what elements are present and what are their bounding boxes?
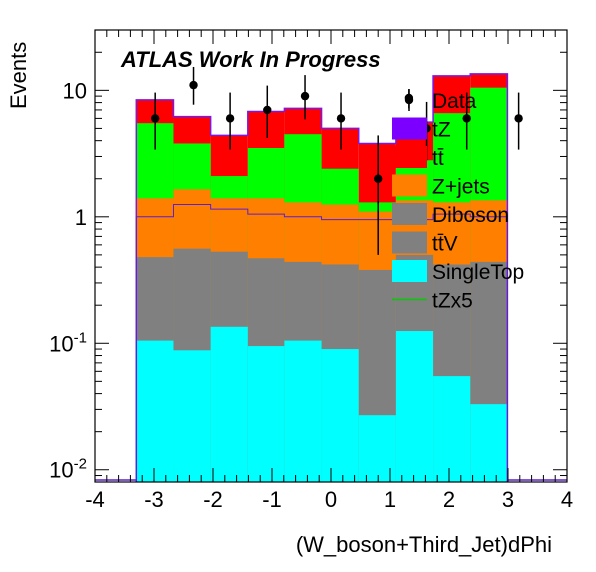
legend-label-z-jets: Z+jets [432, 176, 490, 199]
data-point-6 [374, 174, 383, 183]
legend-marker-data [404, 95, 414, 105]
atlas-label: ATLAS Work In Progress [120, 47, 381, 72]
x-axis-ticks: -4 -3 -2 -1 0 1 2 3 4 [85, 30, 573, 512]
x-tick-label: 0 [325, 487, 337, 512]
data-point-2 [225, 114, 235, 123]
plot-area [95, 66, 567, 483]
bar-singletop-3 [247, 346, 285, 482]
data-point-10 [514, 114, 523, 123]
data-point-4 [300, 91, 310, 101]
legend: Data tZ tt̄ Z+jets Diboson tt̄V SingleTop tZx5 [392, 89, 524, 313]
x-tick-label: -1 [262, 487, 282, 512]
x-tick-label: 4 [561, 487, 573, 512]
y-axis-title: Events [6, 42, 31, 109]
bar-singletop-7 [395, 331, 434, 482]
legend-swatch-diboson [392, 203, 427, 225]
bar-singletop-5 [321, 349, 359, 482]
signal-line [135, 73, 509, 482]
y-axis-ticks: 10-2 10-1 1 10 [49, 29, 567, 483]
legend-label-diboson: Diboson [432, 204, 509, 227]
y-tick-label: 10 [63, 78, 87, 103]
x-tick-label: 2 [443, 487, 455, 512]
legend-swatch-z-jets [392, 174, 427, 197]
y-tick-label: 10-1 [49, 329, 87, 356]
y-tick-label: 1 [75, 205, 87, 230]
legend-swatch-tt- [392, 146, 427, 168]
x-tick-label: -3 [144, 487, 164, 512]
ttv-line [135, 204, 508, 482]
bar-singletop-8 [433, 376, 471, 482]
legend-label-singletop: SingleTop [432, 261, 524, 284]
legend-label-tzx5: tZx5 [432, 290, 473, 313]
bar-singletop-2 [210, 326, 248, 482]
legend-label-tz: tZ [432, 119, 451, 142]
legend-label-tt-v: tt̄V [432, 233, 458, 256]
legend-label-data: Data [432, 90, 477, 113]
data-point-3 [263, 105, 272, 115]
legend-swatch-tt-v [392, 231, 427, 254]
data-point-1 [189, 80, 198, 90]
bar-singletop-9 [470, 404, 508, 482]
legend-label-tt-: tt̄ [432, 147, 444, 170]
legend-swatch-tz [392, 117, 427, 140]
x-tick-label: -4 [85, 487, 105, 512]
x-tick-label: 3 [502, 487, 514, 512]
data-point-0 [150, 114, 160, 123]
legend-swatch-singletop [392, 260, 427, 282]
y-tick-label: 10-2 [49, 456, 87, 483]
x-tick-label: 1 [384, 487, 396, 512]
bar-singletop-0 [136, 340, 174, 482]
x-tick-label: -2 [203, 487, 223, 512]
data-point-9 [462, 114, 471, 123]
bar-singletop-1 [173, 350, 211, 482]
x-axis-title: (W_boson+Third_Jet)dPhi [296, 532, 552, 557]
bar-singletop-4 [284, 340, 322, 482]
data-point-5 [336, 114, 346, 123]
